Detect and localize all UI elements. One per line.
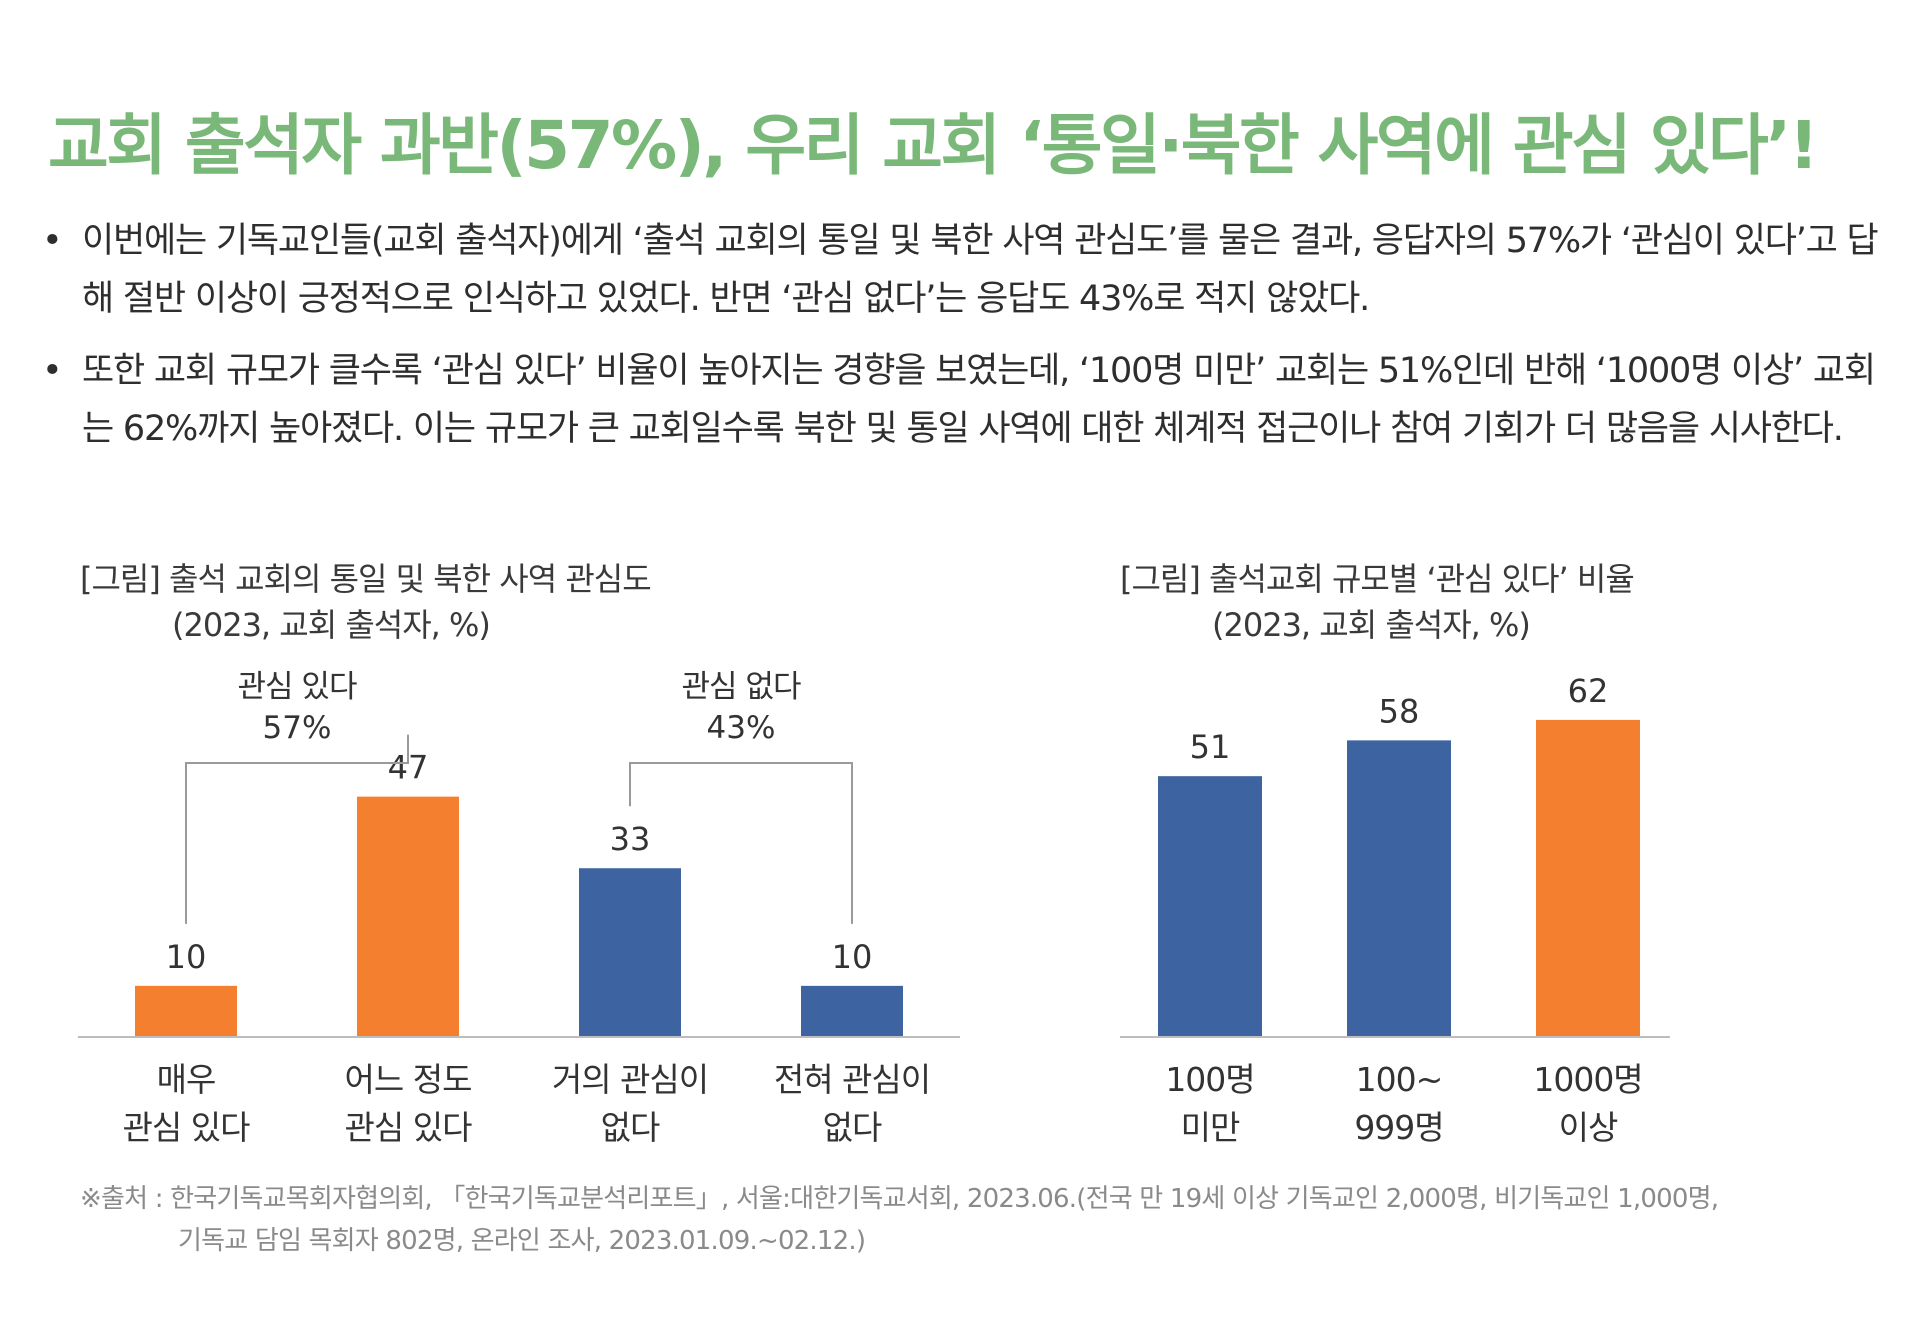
bullet-dot: •	[42, 221, 63, 261]
source-note: ※출처 : 한국기독교목회자협의회, 「한국기독교분석리포트」, 서울:대한기독…	[80, 1178, 1860, 1262]
chart1-category-label: 거의 관심이	[552, 1060, 708, 1099]
chart1-group-label: 관심 없다	[682, 669, 801, 705]
chart1-category-label: 어느 정도	[345, 1060, 472, 1099]
chart1-category-label: 매우	[157, 1060, 216, 1099]
chart1-value-label: 10	[832, 938, 873, 976]
chart2-value-label: 51	[1190, 728, 1231, 766]
chart2-bar	[1536, 719, 1640, 1037]
chart2-category-label: 100명	[1165, 1060, 1254, 1099]
page-title: 교회 출석자 과반(57%), 우리 교회 ‘통일·북한 사역에 관심 있다’!	[48, 107, 1819, 184]
chart2-title: [그림] 출석교회 규모별 ‘관심 있다’ 비율	[1120, 560, 1635, 598]
summary-bullets: • 이번에는 기독교인들(교회 출석자)에게 ‘출석 교회의 통일 및 북한 사…	[42, 212, 1882, 472]
chart1-title-block: [그림] 출석 교회의 통일 및 북한 사역 관심도 (2023, 교회 출석자…	[80, 556, 652, 648]
bullet-text: 이번에는 기독교인들(교회 출석자)에게 ‘출석 교회의 통일 및 북한 사역 …	[82, 221, 1879, 319]
chart2-category-label: 이상	[1559, 1108, 1618, 1147]
chart2-subtitle: (2023, 교회 출석자, %)	[1212, 606, 1531, 644]
chart1-category-label: 전혀 관심이	[774, 1060, 930, 1099]
chart1-bar	[135, 985, 237, 1037]
bullet-item: • 또한 교회 규모가 클수록 ‘관심 있다’ 비율이 높아지는 경향을 보였는…	[42, 342, 1882, 458]
chart2-value-label: 62	[1568, 672, 1609, 710]
chart1-category-label: 없다	[823, 1108, 882, 1147]
chart1-subtitle: (2023, 교회 출석자, %)	[172, 606, 491, 644]
chart2-category-label: 미만	[1181, 1108, 1240, 1147]
chart2-value-label: 58	[1379, 692, 1420, 730]
chart2-bar	[1158, 776, 1262, 1037]
bullet-dot: •	[42, 351, 63, 391]
chart1-group-value: 43%	[707, 710, 776, 746]
chart1-title: [그림] 출석 교회의 통일 및 북한 사역 관심도	[80, 560, 652, 598]
source-line-2: 기독교 담임 목회자 802명, 온라인 조사, 2023.01.09.~02.…	[178, 1226, 866, 1256]
chart1-value-label: 10	[166, 938, 207, 976]
chart2-category-label: 999명	[1354, 1108, 1443, 1147]
chart2-category-label: 1000명	[1533, 1060, 1642, 1099]
chart2-title-block: [그림] 출석교회 규모별 ‘관심 있다’ 비율 (2023, 교회 출석자, …	[1120, 556, 1635, 648]
bullet-text: 또한 교회 규모가 클수록 ‘관심 있다’ 비율이 높아지는 경향을 보였는데,…	[82, 351, 1876, 449]
chart1-group-bracket	[629, 762, 853, 924]
chart1-value-label: 33	[610, 820, 651, 858]
chart1-group-label: 관심 있다	[238, 669, 357, 705]
chart1-group-bracket	[185, 734, 409, 924]
chart1-category-label: 없다	[601, 1108, 660, 1147]
chart2-category-label: 100~	[1356, 1060, 1443, 1099]
chart1-group-value: 57%	[263, 710, 332, 746]
chart1-bar	[357, 796, 459, 1037]
chart2-bar	[1347, 740, 1451, 1037]
chart1-bar	[801, 985, 903, 1037]
chart1-category-label: 관심 있다	[345, 1108, 473, 1147]
chart1-category-label: 관심 있다	[123, 1108, 251, 1147]
chart1-bar	[579, 868, 681, 1037]
source-line-1: ※출처 : 한국기독교목회자협의회, 「한국기독교분석리포트」, 서울:대한기독…	[80, 1184, 1719, 1214]
bullet-item: • 이번에는 기독교인들(교회 출석자)에게 ‘출석 교회의 통일 및 북한 사…	[42, 212, 1882, 328]
